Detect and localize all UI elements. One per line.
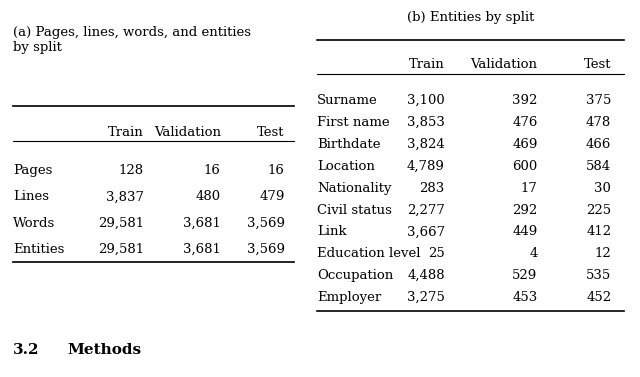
Text: 283: 283	[420, 182, 445, 195]
Text: 449: 449	[513, 225, 538, 238]
Text: 476: 476	[512, 116, 538, 129]
Text: 392: 392	[512, 94, 538, 107]
Text: 3,100: 3,100	[407, 94, 445, 107]
Text: Entities: Entities	[13, 243, 64, 256]
Text: 3,837: 3,837	[106, 190, 144, 203]
Text: Test: Test	[584, 58, 611, 71]
Text: 478: 478	[586, 116, 611, 129]
Text: 375: 375	[586, 94, 611, 107]
Text: Education level: Education level	[317, 247, 420, 260]
Text: First name: First name	[317, 116, 389, 129]
Text: 529: 529	[513, 269, 538, 282]
Text: Lines: Lines	[13, 190, 49, 203]
Text: Test: Test	[257, 126, 285, 139]
Text: Methods: Methods	[67, 343, 141, 357]
Text: 480: 480	[196, 190, 221, 203]
Text: 3.2: 3.2	[13, 343, 39, 357]
Text: 2,277: 2,277	[407, 204, 445, 216]
Text: Nationality: Nationality	[317, 182, 391, 195]
Text: 412: 412	[586, 225, 611, 238]
Text: 29,581: 29,581	[98, 243, 144, 256]
Text: 3,853: 3,853	[407, 116, 445, 129]
Text: 225: 225	[586, 204, 611, 216]
Text: 12: 12	[595, 247, 611, 260]
Text: 3,667: 3,667	[406, 225, 445, 238]
Text: Birthdate: Birthdate	[317, 138, 380, 151]
Text: 4,488: 4,488	[407, 269, 445, 282]
Text: 453: 453	[513, 291, 538, 304]
Text: Train: Train	[409, 58, 445, 71]
Text: 452: 452	[586, 291, 611, 304]
Text: 16: 16	[268, 164, 285, 177]
Text: 3,275: 3,275	[407, 291, 445, 304]
Text: Civil status: Civil status	[317, 204, 392, 216]
Text: 128: 128	[119, 164, 144, 177]
Text: Train: Train	[108, 126, 144, 139]
Text: 466: 466	[586, 138, 611, 151]
Text: 584: 584	[586, 160, 611, 173]
Text: 469: 469	[512, 138, 538, 151]
Text: 29,581: 29,581	[98, 217, 144, 230]
Text: (a) Pages, lines, words, and entities
by split: (a) Pages, lines, words, and entities by…	[13, 26, 251, 54]
Text: Occupation: Occupation	[317, 269, 393, 282]
Text: Pages: Pages	[13, 164, 52, 177]
Text: Validation: Validation	[470, 58, 538, 71]
Text: Validation: Validation	[154, 126, 221, 139]
Text: 16: 16	[204, 164, 221, 177]
Text: 30: 30	[595, 182, 611, 195]
Text: 17: 17	[521, 182, 538, 195]
Text: 3,681: 3,681	[183, 243, 221, 256]
Text: 3,569: 3,569	[247, 217, 285, 230]
Text: 292: 292	[513, 204, 538, 216]
Text: Surname: Surname	[317, 94, 378, 107]
Text: Location: Location	[317, 160, 374, 173]
Text: Words: Words	[13, 217, 55, 230]
Text: Link: Link	[317, 225, 346, 238]
Text: 3,681: 3,681	[183, 217, 221, 230]
Text: Employer: Employer	[317, 291, 381, 304]
Text: 25: 25	[428, 247, 445, 260]
Text: 4,789: 4,789	[407, 160, 445, 173]
Text: (b) Entities by split: (b) Entities by split	[406, 11, 534, 24]
Text: 3,569: 3,569	[247, 243, 285, 256]
Text: 479: 479	[259, 190, 285, 203]
Text: 4: 4	[529, 247, 538, 260]
Text: 600: 600	[513, 160, 538, 173]
Text: 3,824: 3,824	[407, 138, 445, 151]
Text: 535: 535	[586, 269, 611, 282]
